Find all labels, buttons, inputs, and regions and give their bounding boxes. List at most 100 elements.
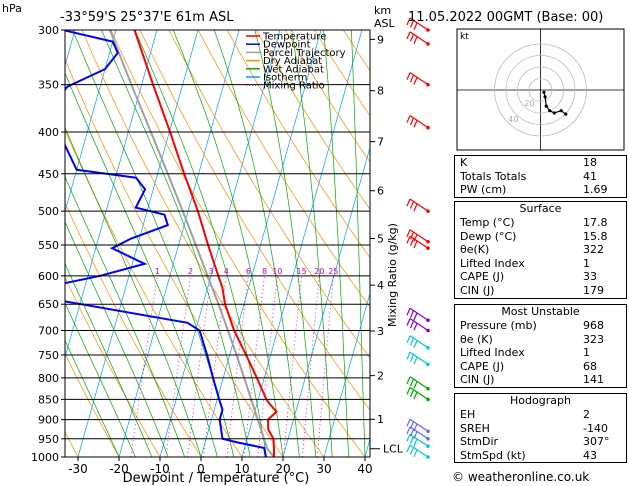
- row-value: 307°: [583, 435, 610, 449]
- legend-label: Mixing Ratio: [263, 81, 325, 92]
- hodograph-ring-label: 20: [524, 99, 534, 108]
- row-value: 141: [583, 373, 604, 387]
- row-value: 33: [583, 270, 597, 284]
- row-label: StmSpd (kt): [460, 448, 526, 462]
- row-value: 968: [583, 319, 604, 332]
- wet-adiabat-line: [323, 30, 349, 457]
- isotherm-line: [65, 30, 117, 213]
- mu-row: Lifted Index 1: [455, 346, 626, 360]
- wind-barb-flag: [406, 115, 411, 123]
- wind-barb-flag: [409, 354, 415, 362]
- wind-barb-flag: [406, 419, 411, 427]
- mu-row: CIN (J) 141: [455, 373, 626, 387]
- wind-barb-flag: [409, 421, 415, 429]
- hodograph-ring: [494, 43, 587, 137]
- mixing-ratio-label: 4: [224, 267, 229, 276]
- wind-barb-flag: [413, 356, 418, 365]
- wind-barb-flag: [413, 449, 418, 458]
- wind-barb-flag: [409, 389, 415, 397]
- wind-barb-flag: [406, 198, 411, 207]
- pressure-tick-label: 700: [38, 325, 59, 338]
- km-tick-label: 1: [377, 413, 384, 426]
- dry-adiabat-line: [65, 202, 202, 457]
- hodo-row: SREH -140: [455, 422, 626, 436]
- row-value: 179: [583, 283, 604, 297]
- surface-table: Surface Temp (°C) 17.8 Dewp (°C) 15.8 θe(K…: [454, 201, 627, 299]
- pressure-tick-label: 1000: [31, 451, 59, 464]
- mixing-ratio-label: 25: [328, 267, 338, 276]
- pressure-tick-label: 850: [38, 393, 59, 406]
- hodo-row: StmDir 307°: [455, 435, 626, 449]
- legend-label: Dry Adiabat: [263, 56, 322, 67]
- row-value: -140: [583, 421, 608, 435]
- wet-adiabat-line: [350, 30, 366, 457]
- hpa-label: hPa: [2, 2, 22, 15]
- index-label: PW (cm): [460, 183, 507, 197]
- index-label: K: [460, 156, 468, 169]
- wind-barb-staff: [409, 229, 429, 243]
- temperature-tick-label: -20: [109, 462, 129, 476]
- row-label: EH: [460, 408, 476, 421]
- isotherm-line: [241, 30, 363, 457]
- mixing-ratio-label: 8: [262, 267, 267, 276]
- isotherm-line: [0, 30, 34, 457]
- wind-barb-staff: [409, 418, 429, 432]
- isotherm-line: [159, 30, 281, 457]
- isotherm-line: [282, 146, 370, 457]
- row-label: CAPE (J): [460, 270, 505, 284]
- row-label: θe(K): [460, 243, 490, 257]
- dewpoint-line: [65, 30, 267, 457]
- mixing-ratio-label: 2: [188, 267, 193, 276]
- row-label: Lifted Index: [460, 256, 525, 270]
- wind-barb-flag: [409, 74, 415, 83]
- hodograph-point: [542, 90, 546, 94]
- wind-barb-flag: [409, 320, 415, 329]
- most-unstable-table: Most Unstable Pressure (mb) 968 θe (K) 323…: [454, 304, 627, 388]
- temperature-tick-label: -10: [150, 462, 170, 476]
- row-label: CAPE (J): [460, 359, 505, 373]
- wet-adiabat-line: [134, 30, 267, 457]
- temperature-tick-label: 0: [197, 462, 205, 476]
- location-title: -33°59'S 25°37'E 61m ASL: [60, 10, 234, 25]
- mixing-ratio-label: 3: [209, 267, 214, 276]
- wind-barb-flag: [409, 428, 415, 437]
- wind-barb-flag: [409, 436, 415, 444]
- wind-barb-flag: [413, 22, 418, 31]
- wind-barb-staff: [409, 72, 429, 86]
- hodograph-ring: [517, 66, 564, 114]
- row-label: SREH: [460, 421, 490, 435]
- mixing-ratio-label: 15: [297, 267, 307, 276]
- copyright-text: © weatheronline.co.uk: [452, 470, 590, 484]
- hodograph-point: [548, 109, 552, 113]
- pressure-tick-label: 500: [38, 205, 59, 218]
- row-value: 1: [583, 346, 590, 360]
- pressure-tick-label: 300: [38, 24, 59, 37]
- mixing-ratio-line: [316, 275, 334, 457]
- row-value: 68: [583, 359, 597, 373]
- mixing-ratio-label: 10: [272, 267, 282, 276]
- asl-label: ASL: [374, 17, 396, 30]
- wind-barb-flag: [406, 17, 411, 26]
- dry-adiabat-line: [285, 30, 370, 163]
- index-row-pw: PW (cm) 1.69: [455, 183, 626, 197]
- hodograph-point: [543, 95, 547, 99]
- mixing-ratio-line: [187, 275, 212, 457]
- wind-barb-flag: [413, 438, 418, 447]
- wind-barb-flag: [413, 391, 418, 400]
- wind-barb-flag: [413, 423, 418, 432]
- mixing-ratio-line: [283, 275, 302, 457]
- mixing-ratio-axis-title: Mixing Ratio (g/kg): [386, 223, 399, 327]
- datetime-title: 11.05.2022 00GMT (Base: 00): [408, 10, 603, 25]
- row-label: Temp (°C): [460, 216, 515, 229]
- pressure-tick-label: 750: [38, 349, 59, 362]
- wind-barb-staff: [409, 444, 429, 458]
- legend-label: Isotherm: [263, 73, 307, 84]
- surface-row: CAPE (J) 33: [455, 270, 626, 284]
- mixing-ratio-line: [302, 275, 320, 457]
- surface-row: CIN (J) 179: [455, 284, 626, 298]
- km-tick-label: 2: [377, 370, 384, 383]
- legend-label: Dewpoint: [263, 40, 311, 51]
- surface-row: Dewp (°C) 15.8: [455, 230, 626, 244]
- row-label: θe (K): [460, 332, 493, 346]
- wind-barb-flag: [409, 117, 415, 126]
